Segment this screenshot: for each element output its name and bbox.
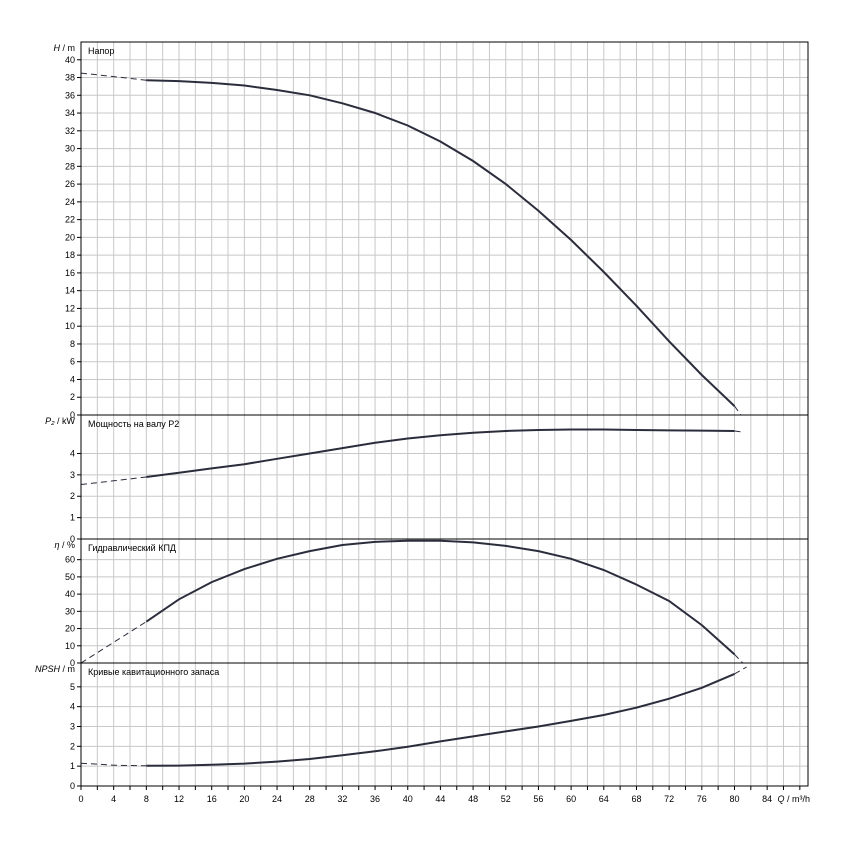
x-tick-label: 72: [664, 794, 674, 804]
x-tick-label: 40: [403, 794, 413, 804]
head-curve: [146, 79, 736, 407]
y-tick-label: 22: [65, 215, 75, 225]
y-tick-label: 2: [70, 491, 75, 501]
y-tick-label: 4: [70, 448, 75, 458]
npsh-curve: [146, 672, 735, 767]
y-tick-label: 24: [65, 197, 75, 207]
y-axis-label: η / %: [54, 540, 75, 550]
x-tick-label: 76: [697, 794, 707, 804]
efficiency-curve-dashed-end: [734, 654, 744, 664]
x-tick-label: 20: [239, 794, 249, 804]
y-tick-label: 26: [65, 179, 75, 189]
power-curve: [146, 428, 735, 478]
x-tick-label: 32: [337, 794, 347, 804]
efficiency-curve-dashed-start: [80, 621, 147, 664]
x-tick-label: 56: [533, 794, 543, 804]
y-axis-label: H / m: [54, 43, 76, 53]
y-tick-label: 4: [70, 702, 75, 712]
y-tick-label: 40: [65, 589, 75, 599]
x-tick-label: 12: [174, 794, 184, 804]
y-tick-label: 36: [65, 90, 75, 100]
x-tick-label: 68: [631, 794, 641, 804]
y-tick-label: 20: [65, 232, 75, 242]
y-tick-label: 40: [65, 55, 75, 65]
panel-title: Гидравлический КПД: [88, 543, 176, 553]
y-tick-label: 18: [65, 250, 75, 260]
y-tick-label: 0: [70, 781, 75, 791]
y-tick-label: 34: [65, 108, 75, 118]
x-tick-label: 44: [435, 794, 445, 804]
x-axis-label: Q / m³/h: [777, 794, 810, 804]
y-tick-label: 0: [70, 658, 75, 668]
y-tick-label: 4: [70, 374, 75, 384]
x-tick-label: 4: [111, 794, 116, 804]
y-tick-label: 16: [65, 268, 75, 278]
y-tick-label: 2: [70, 392, 75, 402]
y-tick-label: 1: [70, 761, 75, 771]
y-tick-label: 20: [65, 624, 75, 634]
y-tick-label: 30: [65, 144, 75, 154]
npsh-curve-dashed-end: [734, 666, 747, 675]
y-tick-label: 0: [70, 410, 75, 420]
x-tick-label: 60: [566, 794, 576, 804]
y-tick-label: 50: [65, 572, 75, 582]
efficiency-curve: [145, 539, 736, 656]
x-tick-label: 28: [305, 794, 315, 804]
head-curve-dashed-end: [734, 405, 742, 416]
y-tick-label: 3: [70, 721, 75, 731]
y-tick-label: 14: [65, 286, 75, 296]
y-tick-label: 10: [65, 321, 75, 331]
y-tick-label: 0: [70, 534, 75, 544]
y-tick-label: 2: [70, 741, 75, 751]
x-tick-label: 80: [729, 794, 739, 804]
x-tick-label: 84: [762, 794, 772, 804]
x-tick-label: 16: [207, 794, 217, 804]
y-axis-label: P₂ / kW: [45, 416, 75, 426]
y-tick-label: 32: [65, 126, 75, 136]
npsh-curve-dashed-start: [80, 762, 147, 767]
y-tick-label: 3: [70, 470, 75, 480]
panel-title: Мощность на валу P2: [88, 419, 179, 429]
plot-frame: [80, 41, 809, 787]
y-tick-label: 8: [70, 339, 75, 349]
y-tick-label: 10: [65, 641, 75, 651]
x-tick-label: 64: [599, 794, 609, 804]
x-tick-label: 24: [272, 794, 282, 804]
y-tick-label: 30: [65, 606, 75, 616]
power-curve-dashed-end: [734, 430, 743, 433]
y-tick-label: 28: [65, 161, 75, 171]
y-axis-label: NPSH / m: [35, 664, 75, 674]
x-tick-label: 52: [501, 794, 511, 804]
y-tick-label: 5: [70, 682, 75, 692]
x-tick-label: 0: [78, 794, 83, 804]
y-tick-label: 1: [70, 513, 75, 523]
y-tick-label: 12: [65, 303, 75, 313]
panel-title: Кривые кавитационного запаса: [88, 667, 219, 677]
y-tick-label: 38: [65, 73, 75, 83]
power-curve-dashed-start: [80, 476, 147, 485]
x-tick-label: 48: [468, 794, 478, 804]
head-curve-dashed-start: [80, 72, 147, 81]
y-tick-label: 60: [65, 555, 75, 565]
x-tick-label: 8: [144, 794, 149, 804]
x-tick-label: 36: [370, 794, 380, 804]
panel-title: Напор: [88, 46, 114, 56]
y-tick-label: 6: [70, 357, 75, 367]
